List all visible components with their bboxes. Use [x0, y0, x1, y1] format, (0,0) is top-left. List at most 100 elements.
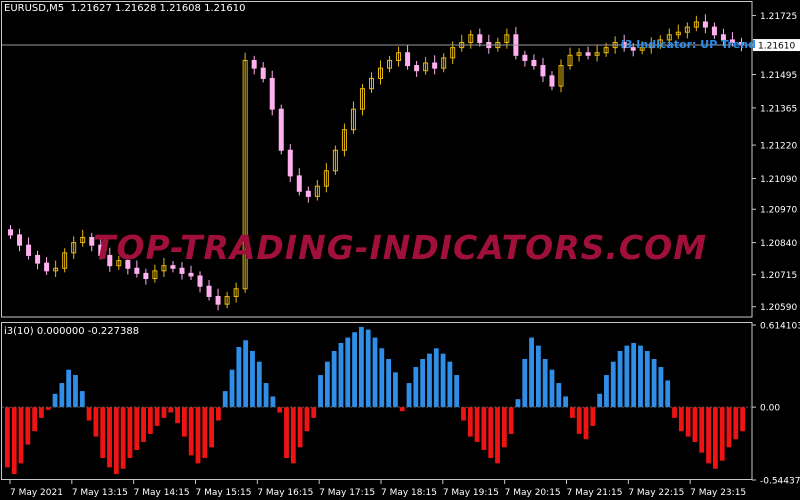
candle-body [567, 54, 573, 67]
histogram-bar [270, 396, 276, 408]
histogram-bar [243, 340, 249, 408]
candle-body [639, 47, 645, 51]
histogram-bar [522, 358, 528, 408]
time-axis-label: 7 May 17:15 [319, 488, 375, 498]
histogram-bar [644, 350, 650, 408]
candle-body [71, 242, 77, 254]
time-axis-label: 7 May 13:15 [72, 488, 128, 498]
histogram-bar [549, 369, 555, 408]
candle-body [251, 59, 257, 69]
price-axis-label: 1.20715 [760, 271, 797, 281]
histogram-bar [712, 407, 718, 469]
candle-body [242, 59, 248, 290]
candle-body [233, 288, 239, 297]
histogram-bar [304, 407, 310, 432]
histogram-bar [263, 383, 269, 408]
candle-body [702, 21, 708, 28]
time-axis-label: 7 May 23:15 [690, 488, 746, 498]
histogram-bar [52, 393, 58, 408]
histogram-bar [147, 407, 153, 434]
indicator-pane-frame [1, 322, 753, 480]
histogram-bar [11, 407, 17, 475]
time-axis-label: 7 May 14:15 [134, 488, 190, 498]
histogram-bar [604, 375, 609, 408]
histogram-bar [699, 407, 705, 453]
histogram-bar [236, 346, 242, 408]
candle-body [368, 77, 374, 90]
histogram-bar [202, 407, 208, 459]
candle-body [603, 47, 609, 54]
candle-body [296, 175, 302, 192]
indicator-axis-label: -0.544378 [760, 477, 800, 487]
time-axis-label: 7 May 15:15 [196, 488, 252, 498]
candle-body [450, 47, 456, 59]
histogram-bar [358, 326, 364, 408]
candle-body [224, 295, 230, 305]
histogram-bar [86, 407, 92, 421]
histogram-bar [570, 407, 575, 418]
histogram-bar [32, 407, 38, 432]
histogram-bar [222, 391, 228, 408]
candle-body [89, 236, 95, 246]
histogram-bar [352, 332, 357, 408]
histogram-bar [5, 407, 10, 468]
histogram-bar [692, 407, 698, 442]
histogram-bar [154, 407, 160, 426]
histogram-bar [161, 407, 167, 418]
candle-body [26, 244, 32, 256]
candle-body [549, 75, 555, 87]
histogram-bar [73, 375, 78, 408]
time-axis-label: 7 May 21:15 [567, 488, 623, 498]
histogram-bar [100, 407, 106, 459]
candle-body [359, 88, 365, 110]
histogram-bar [107, 407, 112, 468]
candle-body [80, 236, 86, 244]
candle-body [107, 254, 113, 267]
histogram-bar [181, 407, 187, 437]
candle-body [143, 272, 149, 280]
histogram-bar [481, 407, 487, 450]
histogram-bar [447, 361, 453, 408]
histogram-bar [209, 407, 215, 448]
candle-body [8, 229, 14, 236]
time-axis-label: 7 May 19:15 [443, 488, 499, 498]
candle-body [540, 65, 546, 77]
price-axis-label: 1.21495 [760, 71, 797, 81]
price-axis-label: 1.20590 [760, 303, 797, 313]
time-axis-label: 7 May 22:15 [628, 488, 684, 498]
indicator-values: 0.000000 -0.227388 [36, 326, 140, 337]
candle-body [125, 260, 131, 269]
candle-body [260, 67, 266, 79]
time-axis-label: 7 May 2021 [10, 488, 63, 498]
histogram-bar [706, 407, 711, 464]
histogram-bar [66, 369, 72, 408]
candle-body [711, 26, 717, 36]
candle-body [675, 31, 681, 36]
candle-body [44, 262, 50, 272]
histogram-bar [379, 348, 385, 408]
price-axis-label: 1.20970 [760, 206, 797, 216]
candle-body [522, 54, 528, 61]
histogram-bar [113, 407, 119, 475]
histogram-bar [631, 342, 637, 408]
histogram-bar [127, 407, 133, 459]
time-axis-label: 7 May 20:15 [505, 488, 561, 498]
candle-body [170, 265, 176, 269]
price-axis-label: 1.20840 [760, 239, 797, 249]
histogram-bar [542, 358, 548, 408]
histogram-bar [665, 380, 671, 408]
candle-body [134, 267, 140, 274]
histogram-bar [563, 396, 569, 408]
price-axis-label: 1.21220 [760, 142, 797, 152]
indicator-name: i3(10) [4, 326, 34, 337]
candle-body [729, 39, 735, 43]
histogram-bar [590, 407, 596, 426]
time-axis-label: 7 May 18:15 [381, 488, 437, 498]
histogram-bar [256, 361, 262, 408]
histogram-bar [535, 345, 541, 408]
candle-body [188, 272, 194, 277]
current-price-value: 1.21610 [758, 42, 795, 52]
histogram-bar [597, 393, 603, 408]
